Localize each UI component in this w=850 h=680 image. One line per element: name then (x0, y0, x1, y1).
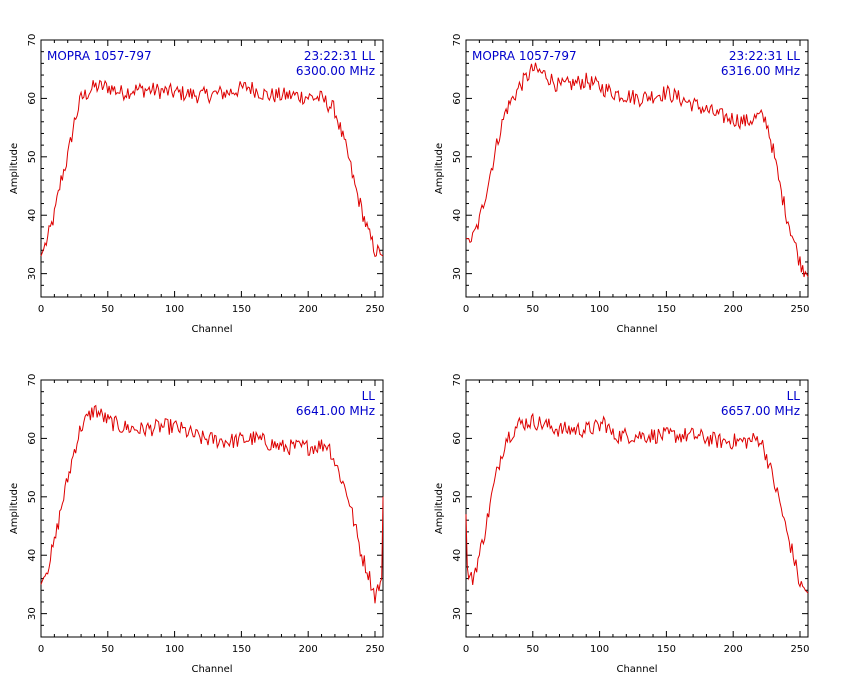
plot-frame (465, 379, 809, 638)
y-tick-label: 40 (27, 549, 38, 562)
x-tick-label: 0 (463, 644, 469, 655)
chart-panel-4: 0 50 100 150 200 250 30 40 50 60 70 Channel Amplitud… (434, 374, 810, 675)
frequency-label: 6641.00 MHz (296, 404, 375, 418)
y-tick-label: 40 (452, 209, 463, 222)
x-tick-label: 0 (38, 304, 44, 315)
y-axis-label: Amplitude (434, 483, 445, 534)
y-tick-label: 70 (27, 374, 38, 387)
x-tick-label: 250 (365, 304, 384, 315)
frequency-label: 6316.00 MHz (721, 64, 800, 78)
y-tick-label: 60 (27, 432, 38, 445)
x-tick-label: 200 (724, 304, 743, 315)
x-axis-label: Channel (616, 324, 657, 335)
x-tick-label: 150 (232, 644, 251, 655)
y-tick-label: 40 (27, 209, 38, 222)
time-polarization-label: LL (787, 389, 801, 403)
y-tick-label: 70 (452, 34, 463, 47)
x-tick-label: 150 (657, 304, 676, 315)
y-tick-label: 30 (452, 607, 463, 620)
x-axis-label: Channel (191, 664, 232, 675)
y-tick-label: 30 (27, 267, 38, 280)
amplitude-trace (40, 79, 384, 258)
y-tick-label: 40 (452, 549, 463, 562)
y-tick-label: 50 (452, 150, 463, 163)
frequency-label: 6657.00 MHz (721, 404, 800, 418)
x-tick-label: 250 (790, 644, 809, 655)
source-label: MOPRA 1057-797 (472, 49, 577, 63)
x-axis-label: Channel (616, 664, 657, 675)
x-tick-label: 50 (101, 644, 114, 655)
frequency-label: 6300.00 MHz (296, 64, 375, 78)
x-tick-label: 200 (724, 644, 743, 655)
x-tick-label: 100 (590, 644, 609, 655)
y-axis-label: Amplitude (9, 143, 20, 194)
plot-frame (40, 39, 384, 298)
y-tick-label: 70 (27, 34, 38, 47)
y-axis-label: Amplitude (9, 483, 20, 534)
y-tick-label: 30 (452, 267, 463, 280)
y-tick-label: 60 (27, 92, 38, 105)
plot-frame (40, 379, 384, 638)
plot-frame (465, 39, 809, 298)
chart-panel-2: 0 50 100 150 200 250 30 40 50 60 70 Channel Amplitud… (434, 34, 810, 335)
x-tick-label: 100 (590, 304, 609, 315)
y-tick-label: 70 (452, 374, 463, 387)
x-tick-label: 100 (165, 644, 184, 655)
chart-panel-3: 0 50 100 150 200 250 30 40 50 60 70 Channel Amplitud… (9, 374, 385, 675)
x-axis-label: Channel (191, 324, 232, 335)
x-tick-label: 100 (165, 304, 184, 315)
time-polarization-label: LL (362, 389, 376, 403)
x-tick-label: 50 (526, 304, 539, 315)
x-tick-label: 0 (38, 644, 44, 655)
y-tick-label: 50 (452, 490, 463, 503)
y-tick-label: 30 (27, 607, 38, 620)
y-tick-label: 60 (452, 432, 463, 445)
x-tick-label: 150 (657, 644, 676, 655)
x-tick-label: 0 (463, 304, 469, 315)
x-tick-label: 250 (365, 644, 384, 655)
y-tick-label: 60 (452, 92, 463, 105)
x-tick-label: 200 (299, 644, 318, 655)
amplitude-trace (466, 62, 809, 278)
y-tick-label: 50 (27, 490, 38, 503)
time-polarization-label: 23:22:31 LL (304, 49, 375, 63)
amplitude-trace (40, 404, 384, 604)
x-tick-label: 200 (299, 304, 318, 315)
x-tick-label: 150 (232, 304, 251, 315)
y-tick-label: 50 (27, 150, 38, 163)
source-label: MOPRA 1057-797 (47, 49, 152, 63)
chart-panel-1: 0 50 100 150 200 250 30 40 50 60 70 Channel Amplitud… (9, 34, 385, 335)
amplitude-trace (465, 412, 809, 594)
x-tick-label: 50 (526, 644, 539, 655)
x-tick-label: 250 (790, 304, 809, 315)
y-axis-label: Amplitude (434, 143, 445, 194)
time-polarization-label: 23:22:31 LL (729, 49, 800, 63)
x-tick-label: 50 (101, 304, 114, 315)
